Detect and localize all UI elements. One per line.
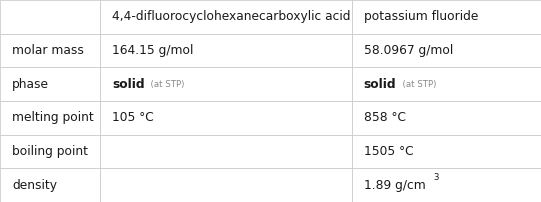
Bar [100, 67, 352, 101]
Bar [0, 0, 100, 34]
Text: solid: solid [112, 78, 144, 91]
Bar [352, 135, 541, 168]
Text: molar mass: molar mass [12, 44, 84, 57]
Text: (at STP): (at STP) [145, 80, 184, 89]
Text: 164.15 g/mol: 164.15 g/mol [112, 44, 194, 57]
Bar [352, 0, 541, 34]
Text: potassium fluoride: potassium fluoride [364, 10, 478, 23]
Bar [100, 168, 352, 202]
Bar [0, 168, 100, 202]
Text: density: density [12, 179, 57, 192]
Text: boiling point: boiling point [12, 145, 88, 158]
Text: melting point: melting point [12, 111, 94, 124]
Bar [352, 67, 541, 101]
Text: 1505 °C: 1505 °C [364, 145, 413, 158]
Text: 4,4-difluorocyclohexanecarboxylic acid: 4,4-difluorocyclohexanecarboxylic acid [112, 10, 351, 23]
Text: 105 °C: 105 °C [112, 111, 154, 124]
Bar [352, 101, 541, 135]
Text: solid: solid [364, 78, 396, 91]
Text: (at STP): (at STP) [397, 80, 436, 89]
Bar [100, 135, 352, 168]
Text: phase: phase [12, 78, 49, 91]
Text: 858 °C: 858 °C [364, 111, 406, 124]
Bar [0, 67, 100, 101]
Text: 3: 3 [434, 173, 439, 182]
Bar [0, 34, 100, 67]
Bar [352, 168, 541, 202]
Bar [0, 135, 100, 168]
Bar [352, 34, 541, 67]
Bar [100, 0, 352, 34]
Text: 58.0967 g/mol: 58.0967 g/mol [364, 44, 453, 57]
Text: 1.89 g/cm: 1.89 g/cm [364, 179, 425, 192]
Bar [100, 34, 352, 67]
Bar [100, 101, 352, 135]
Bar [0, 101, 100, 135]
